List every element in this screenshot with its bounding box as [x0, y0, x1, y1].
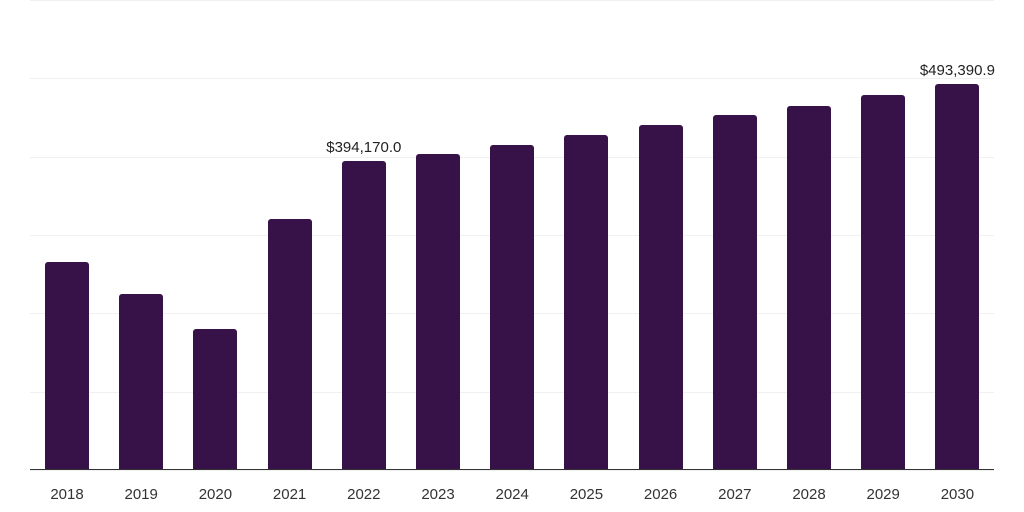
x-tick-label: 2030	[940, 486, 975, 503]
bar-2027[interactable]	[712, 115, 757, 470]
x-tick-label: 2018	[50, 486, 84, 503]
bar-2026[interactable]	[638, 124, 683, 470]
x-tick-label: 2024	[495, 486, 529, 503]
bar-2019[interactable]	[119, 293, 164, 470]
x-tick-label: 2020	[198, 486, 233, 503]
x-tick-label: 2026	[643, 486, 678, 503]
x-tick-label: 2027	[718, 486, 752, 503]
x-tick-label: 2023	[421, 486, 455, 503]
data-label-2030: $493,390.9	[919, 61, 995, 79]
bar-2020[interactable]	[193, 329, 238, 470]
data-label-2022: $394,170.0	[326, 139, 402, 157]
x-tick-label: 2022	[347, 486, 381, 503]
bar-2028[interactable]	[787, 105, 831, 470]
gridline	[30, 0, 994, 1]
x-tick-label: 2019	[124, 486, 158, 503]
x-tick-label: 2029	[866, 486, 900, 503]
bar-2030[interactable]	[935, 83, 980, 470]
x-axis-line	[30, 469, 994, 470]
gridline	[30, 78, 994, 80]
bar-2024[interactable]	[490, 144, 535, 470]
bar-2018[interactable]	[45, 261, 89, 470]
x-tick-label: 2025	[569, 486, 604, 503]
bar-2023[interactable]	[416, 153, 460, 470]
bar-2025[interactable]	[564, 134, 609, 470]
x-tick-label: 2028	[792, 486, 826, 503]
chart-plot-area: $394,170.0 $493,390.9	[30, 0, 995, 471]
bar-2021[interactable]	[267, 219, 312, 470]
x-tick-label: 2021	[272, 486, 307, 503]
gridline	[30, 470, 994, 471]
bar-2022[interactable]	[341, 161, 386, 470]
bar-2029[interactable]	[861, 94, 906, 470]
